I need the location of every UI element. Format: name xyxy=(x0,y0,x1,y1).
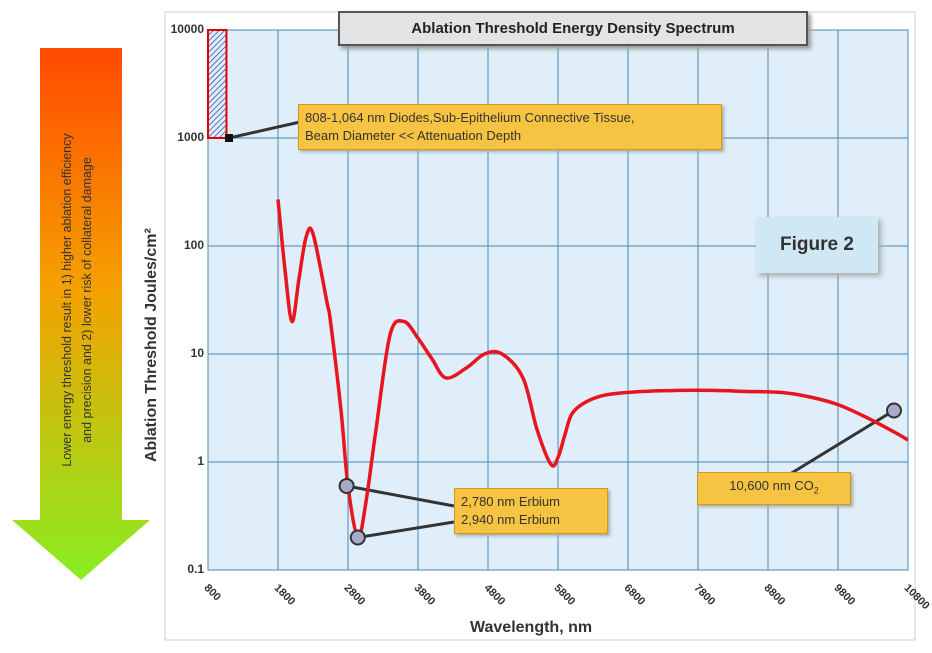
y-tick-label: 1 xyxy=(197,454,204,468)
marker-point xyxy=(338,477,355,494)
y-tick-label: 1000 xyxy=(177,130,204,144)
data-markers xyxy=(225,134,902,546)
chart-title: Ablation Threshold Energy Density Spectr… xyxy=(338,11,808,46)
callout-erbium: 2,780 nm Erbium 2,940 nm Erbium xyxy=(454,488,608,534)
y-tick-label: 100 xyxy=(183,238,204,252)
figure-label: Figure 2 xyxy=(756,217,878,273)
y-axis-label: Ablation Threshold Joules/cm² xyxy=(143,228,160,462)
callout-co2: 10,600 nm CO2 xyxy=(697,472,851,505)
y-tick-label: 10 xyxy=(190,346,204,360)
marker-point xyxy=(886,402,902,419)
y-tick-label: 0.1 xyxy=(187,562,204,576)
marker-diode xyxy=(225,134,233,142)
callout-erbium-2940: 2,940 nm Erbium xyxy=(461,512,560,527)
diode-wavelength-band xyxy=(207,29,228,139)
callout-diode: 808-1,064 nm Diodes,Sub-Epithelium Conne… xyxy=(298,104,722,150)
y-tick-label: 10000 xyxy=(170,22,204,36)
arrow-caption: Lower energy threshold result in 1) high… xyxy=(57,80,97,520)
callout-diode-line2: Beam Diameter << Attenuation Depth xyxy=(305,128,522,143)
x-axis-label: Wavelength, nm xyxy=(470,619,593,636)
efficiency-arrow xyxy=(12,48,150,580)
leader-line xyxy=(357,520,455,539)
leader-line xyxy=(228,120,301,140)
leader-line xyxy=(346,484,455,508)
callout-co2-label: 10,600 nm CO xyxy=(729,478,814,493)
arrow-shape xyxy=(12,48,150,580)
arrow-caption-line1: Lower energy threshold result in 1) high… xyxy=(60,133,74,467)
callout-co2-subscript: 2 xyxy=(813,485,819,496)
arrow-caption-line2: and precision and 2) lower risk of colla… xyxy=(80,157,94,443)
callout-diode-line1: 808-1,064 nm Diodes,Sub-Epithelium Conne… xyxy=(305,110,635,125)
threshold-curve xyxy=(276,199,909,540)
callout-erbium-2780: 2,780 nm Erbium xyxy=(461,494,560,509)
marker-point xyxy=(349,529,366,546)
